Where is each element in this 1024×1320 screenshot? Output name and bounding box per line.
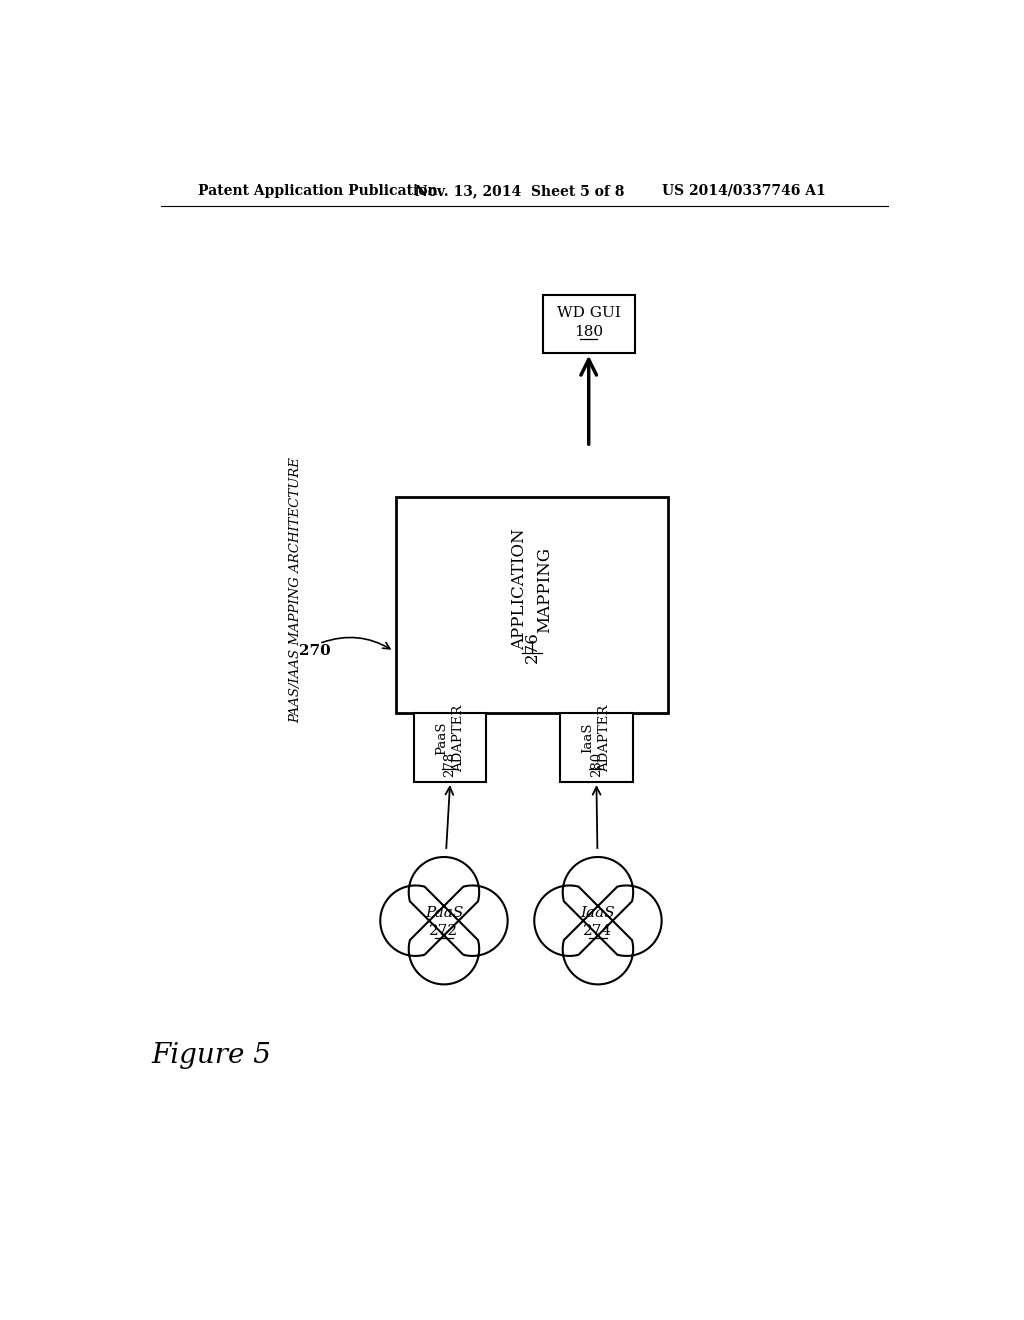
Text: 274: 274 <box>584 924 612 939</box>
Text: 276: 276 <box>523 631 541 663</box>
Circle shape <box>591 886 662 956</box>
Text: 270: 270 <box>299 644 331 659</box>
Circle shape <box>409 913 479 985</box>
Text: PaaS
ADAPTER: PaaS ADAPTER <box>435 705 465 772</box>
Text: 272: 272 <box>429 924 459 939</box>
Text: Patent Application Publication: Patent Application Publication <box>199 183 438 198</box>
Text: PaaS: PaaS <box>425 906 463 920</box>
Bar <box>560 713 633 781</box>
Bar <box>543 296 635 352</box>
Text: 180: 180 <box>574 325 603 339</box>
PathPatch shape <box>535 857 662 985</box>
Text: US 2014/0337746 A1: US 2014/0337746 A1 <box>662 183 825 198</box>
Circle shape <box>563 857 633 928</box>
Text: 280: 280 <box>590 752 603 777</box>
Bar <box>396 498 668 713</box>
Text: IaaS
ADAPTER: IaaS ADAPTER <box>582 705 611 772</box>
Circle shape <box>409 857 479 928</box>
Text: IaaS: IaaS <box>581 906 615 920</box>
Text: PAAS/IAAS MAPPING ARCHITECTURE: PAAS/IAAS MAPPING ARCHITECTURE <box>290 457 303 722</box>
Circle shape <box>563 913 633 985</box>
Circle shape <box>373 850 515 991</box>
Text: APPLICATION
MAPPING: APPLICATION MAPPING <box>511 529 553 651</box>
Text: 278: 278 <box>443 752 457 777</box>
Text: Figure 5: Figure 5 <box>152 1041 271 1069</box>
Circle shape <box>526 850 669 991</box>
Text: WD GUI: WD GUI <box>557 306 621 321</box>
Bar <box>414 713 486 781</box>
Text: Nov. 13, 2014  Sheet 5 of 8: Nov. 13, 2014 Sheet 5 of 8 <box>416 183 625 198</box>
Circle shape <box>535 886 605 956</box>
Circle shape <box>380 886 451 956</box>
Circle shape <box>437 886 508 956</box>
PathPatch shape <box>380 857 508 985</box>
